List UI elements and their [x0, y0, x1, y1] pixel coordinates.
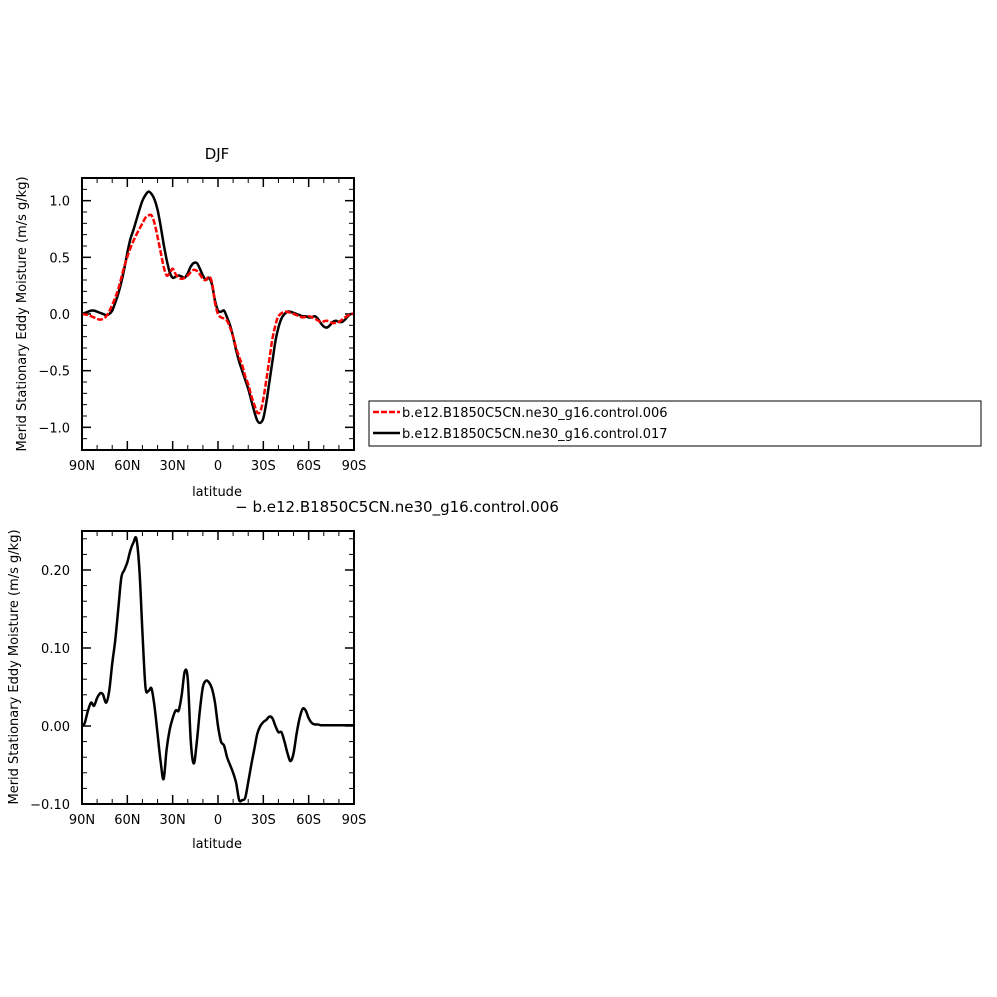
panel-top-ytick-label: −1.0 — [38, 421, 70, 436]
legend-label-006: b.e12.B1850C5CN.ne30_g16.control.006 — [402, 406, 668, 421]
panel-top-frame — [81, 177, 355, 451]
panel-bottom-xtick-label: 90N — [69, 813, 95, 828]
panel-top-ytick-label: 1.0 — [49, 195, 70, 210]
panel-bottom-series — [81, 535, 354, 803]
panel-top-xtick-label: 0 — [214, 459, 222, 474]
legend-label-017: b.e12.B1850C5CN.ne30_g16.control.017 — [402, 427, 668, 442]
panel-bottom-series-line-0 — [81, 535, 354, 803]
panel-bottom-xtick-label: 60N — [114, 813, 140, 828]
legend: b.e12.B1850C5CN.ne30_g16.control.006 b.e… — [368, 400, 982, 447]
panel-top-xtick-label: 60S — [296, 459, 321, 474]
panel-top-title: DJF — [205, 145, 230, 163]
panel-bottom-frame — [81, 530, 355, 805]
panel-top-ytick-label: 0.5 — [49, 251, 70, 266]
panel-bottom-xtick-label: 60S — [296, 813, 321, 828]
panel-bottom-xtick-label: 0 — [214, 813, 222, 828]
panel-top: DJF 90N 60N 30N 0 30S 60S 90S −1.0 −0.5 0.0 0.5 1.0… — [15, 145, 366, 500]
panel-top-series-line-0 — [81, 213, 355, 415]
panel-bottom-ytick-label: 0.10 — [41, 642, 70, 657]
panel-top-ylabel: Merid Stationary Eddy Moisture (m/s g/kg… — [15, 176, 30, 451]
panel-bottom: − b.e12.B1850C5CN.ne30_g16.control.006 9… — [7, 498, 559, 852]
panel-bottom-xtick-label: 30N — [160, 813, 186, 828]
panel-top-xtick-label: 90S — [342, 459, 367, 474]
panel-top-xtick-label: 60N — [114, 459, 140, 474]
panel-bottom-xlabel: latitude — [192, 837, 242, 852]
panel-bottom-title: − b.e12.B1850C5CN.ne30_g16.control.006 — [235, 498, 559, 517]
panel-bottom-ylabel: Merid Stationary Eddy Moisture (m/s g/kg… — [7, 529, 22, 804]
panel-bottom-ytick-label: −0.10 — [30, 798, 70, 813]
panel-bottom-xtick-label: 30S — [251, 813, 276, 828]
panel-top-ytick-label: 0.0 — [49, 308, 70, 323]
panel-bottom-ytick-label: 0.00 — [41, 720, 70, 735]
panel-top-xtick-label: 30N — [160, 459, 186, 474]
panel-top-xtick-label: 90N — [69, 459, 95, 474]
panel-top-ytick-label: −0.5 — [38, 365, 70, 380]
legend-box — [368, 400, 982, 447]
panel-top-xlabel: latitude — [192, 485, 242, 500]
panel-bottom-ytick-label: 0.20 — [41, 564, 70, 579]
panel-top-series — [81, 190, 355, 425]
panel-top-grid: 90N 60N 30N 0 30S 60S 90S −1.0 −0.5 0.0 0.5 1.0 — [38, 177, 367, 474]
panel-top-xtick-label: 30S — [251, 459, 276, 474]
panel-bottom-xtick-label: 90S — [342, 813, 367, 828]
